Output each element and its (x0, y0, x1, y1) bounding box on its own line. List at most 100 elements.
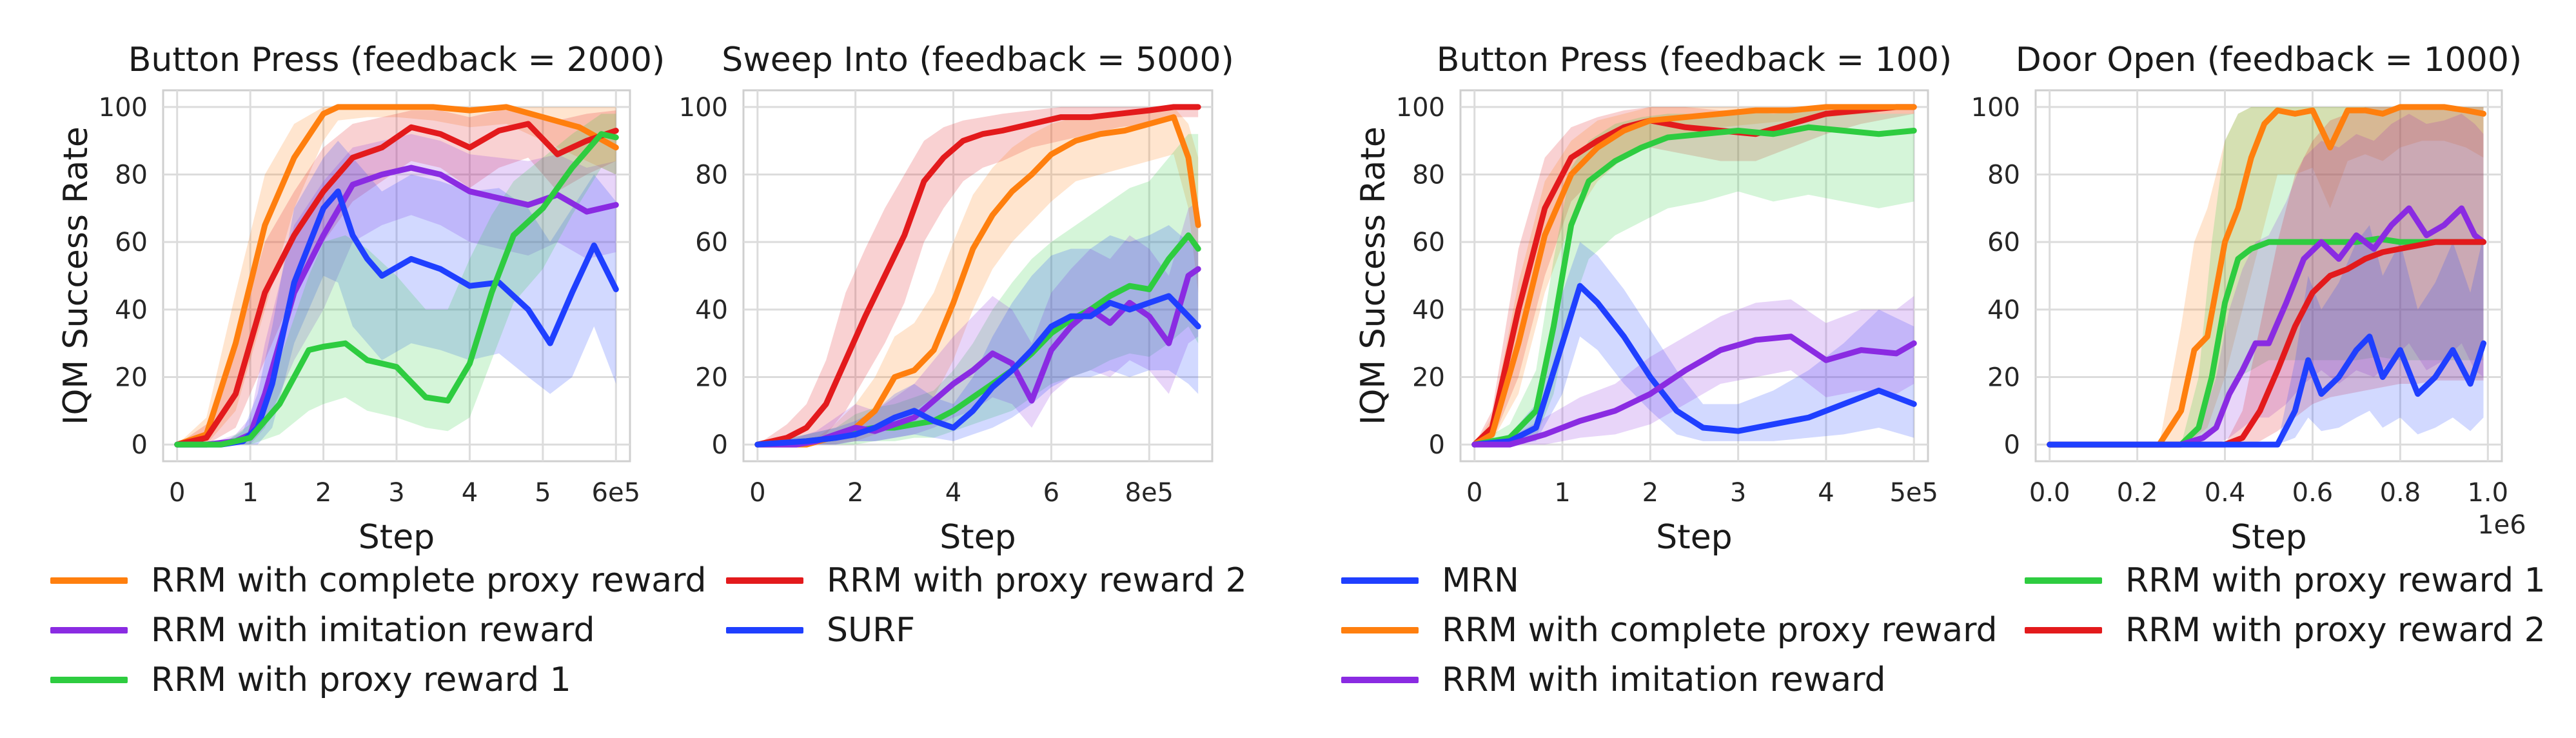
legend-swatch (1341, 577, 1419, 584)
x-tick-label: 4 (1818, 478, 1834, 508)
x-tick-label: 2 (847, 478, 863, 508)
legend-item: RRM with complete proxy reward (50, 561, 707, 600)
series-line-red (754, 104, 1201, 448)
x-axis-multiplier: 1e6 (2477, 510, 2526, 540)
chart-panel-1: 0 1 2 3 4 5 6e5 0 20 40 60 80 100 Button Press (feedb… (57, 41, 665, 557)
y-tick-label: 80 (115, 161, 148, 190)
legend-swatch (50, 577, 128, 584)
x-axis-label: Step (939, 518, 1016, 557)
series-line-orange (2047, 104, 2487, 448)
x-tick-label: 1 (242, 478, 258, 508)
legend-label: RRM with imitation reward (151, 611, 595, 650)
confidence-band-green (177, 114, 616, 445)
x-tick-label: 6e5 (592, 478, 641, 508)
y-tick-label: 60 (115, 228, 148, 257)
y-tick-label: 20 (695, 363, 728, 392)
series-line-blue (174, 188, 619, 448)
x-tick-label: 4 (462, 478, 478, 508)
x-tick-label: 0.0 (2029, 478, 2070, 508)
confidence-band-orange (2049, 106, 2484, 445)
y-tick-label: 0 (1429, 430, 1445, 460)
series-line-purple (1471, 334, 1917, 448)
legend-item: RRM with proxy reward 1 (2025, 561, 2546, 600)
x-tick-label: 5 (535, 478, 551, 508)
y-tick-label: 80 (695, 161, 728, 190)
series-line-blue (1471, 283, 1917, 448)
y-tick-label: 100 (679, 93, 728, 123)
y-tick-label: 60 (695, 228, 728, 257)
series-line-blue (2047, 334, 2487, 448)
y-tick-label: 60 (1987, 228, 2020, 257)
y-axis-label: IQM Success Rate (1354, 126, 1393, 425)
legend-item: RRM with proxy reward 1 (50, 661, 571, 699)
confidence-band-red (757, 106, 1199, 445)
confidence-band-green (2049, 106, 2484, 445)
chart-title: Door Open (feedback = 1000) (2016, 41, 2522, 79)
y-axis-label: IQM Success Rate (57, 126, 95, 425)
y-tick-label: 0 (2004, 430, 2020, 460)
y-tick-label: 0 (712, 430, 728, 460)
legend-label: RRM with complete proxy reward (1442, 611, 1998, 650)
confidence-band-blue (2049, 225, 2484, 445)
legend-label: RRM with proxy reward 1 (2125, 561, 2546, 600)
plot-area (2034, 89, 2503, 463)
x-axis-label: Step (2230, 518, 2306, 557)
legend-label: MRN (1442, 561, 1519, 600)
legend-item: RRM with proxy reward 2 (2025, 611, 2546, 650)
series-line-red (1471, 104, 1917, 448)
x-tick-label: 3 (388, 478, 404, 508)
confidence-band-blue (757, 225, 1199, 445)
series-line-orange (754, 114, 1201, 448)
legend-label: RRM with proxy reward 2 (2125, 611, 2546, 650)
legend-swatch (2025, 577, 2102, 584)
x-axis-label: Step (1656, 518, 1732, 557)
x-tick-label: 5e5 (1889, 478, 1938, 508)
y-tick-label: 100 (1396, 93, 1445, 123)
legend-item: MRN (1341, 561, 1519, 600)
y-tick-label: 40 (115, 295, 148, 325)
chart-panel-4: 0.0 0.2 0.4 0.6 0.8 1.0 0 20 40 60 80 100 1e6 Door Op… (1971, 41, 2526, 557)
series-line-red (2047, 239, 2487, 448)
x-tick-label: 0.6 (2292, 478, 2334, 508)
series-line-orange (174, 104, 619, 448)
legend-swatch (2025, 627, 2102, 633)
x-tick-label: 1.0 (2467, 478, 2508, 508)
legend-swatch (1341, 677, 1419, 683)
legend-swatch (50, 627, 128, 633)
x-tick-label: 0 (749, 478, 765, 508)
x-tick-label: 0.8 (2380, 478, 2421, 508)
legend-label: SURF (827, 611, 916, 650)
x-tick-label: 1 (1554, 478, 1570, 508)
y-tick-label: 40 (695, 295, 728, 325)
legend-item: RRM with proxy reward 2 (726, 561, 1247, 600)
legend-label: RRM with imitation reward (1442, 661, 1886, 699)
y-tick-label: 100 (99, 93, 148, 123)
confidence-band-purple (757, 201, 1199, 445)
legend-swatch (50, 677, 128, 683)
plot-area (742, 89, 1214, 463)
confidence-band-orange (757, 106, 1199, 445)
y-tick-label: 20 (1412, 363, 1445, 392)
chart-panel-2: 0 2 4 6 8e5 0 20 40 60 80 100 Sweep Into (feedback … (679, 41, 1234, 557)
legend-swatch (726, 627, 803, 633)
legend-item: RRM with imitation reward (1341, 661, 1886, 699)
x-axis-label: Step (359, 518, 435, 557)
confidence-band-purple (177, 134, 616, 445)
x-tick-label: 8e5 (1125, 478, 1174, 508)
confidence-band-purple (1474, 295, 1914, 445)
series-line-purple (2047, 205, 2487, 448)
legend-swatch (726, 577, 803, 584)
chart-title: Sweep Into (feedback = 5000) (722, 41, 1234, 79)
y-tick-label: 40 (1412, 295, 1445, 325)
y-tick-label: 80 (1412, 161, 1445, 190)
legend-swatch (1341, 627, 1419, 633)
chart-title: Button Press (feedback = 100) (1437, 41, 1952, 79)
x-tick-label: 6 (1043, 478, 1059, 508)
legend-item: SURF (726, 611, 915, 650)
y-tick-label: 60 (1412, 228, 1445, 257)
confidence-band-blue (177, 141, 616, 445)
y-tick-label: 40 (1987, 295, 2020, 325)
legend-label: RRM with complete proxy reward (151, 561, 707, 600)
chart-panel-3: 0 1 2 3 4 5e5 0 20 40 60 80 100 Button Press (feedba… (1354, 41, 1952, 557)
